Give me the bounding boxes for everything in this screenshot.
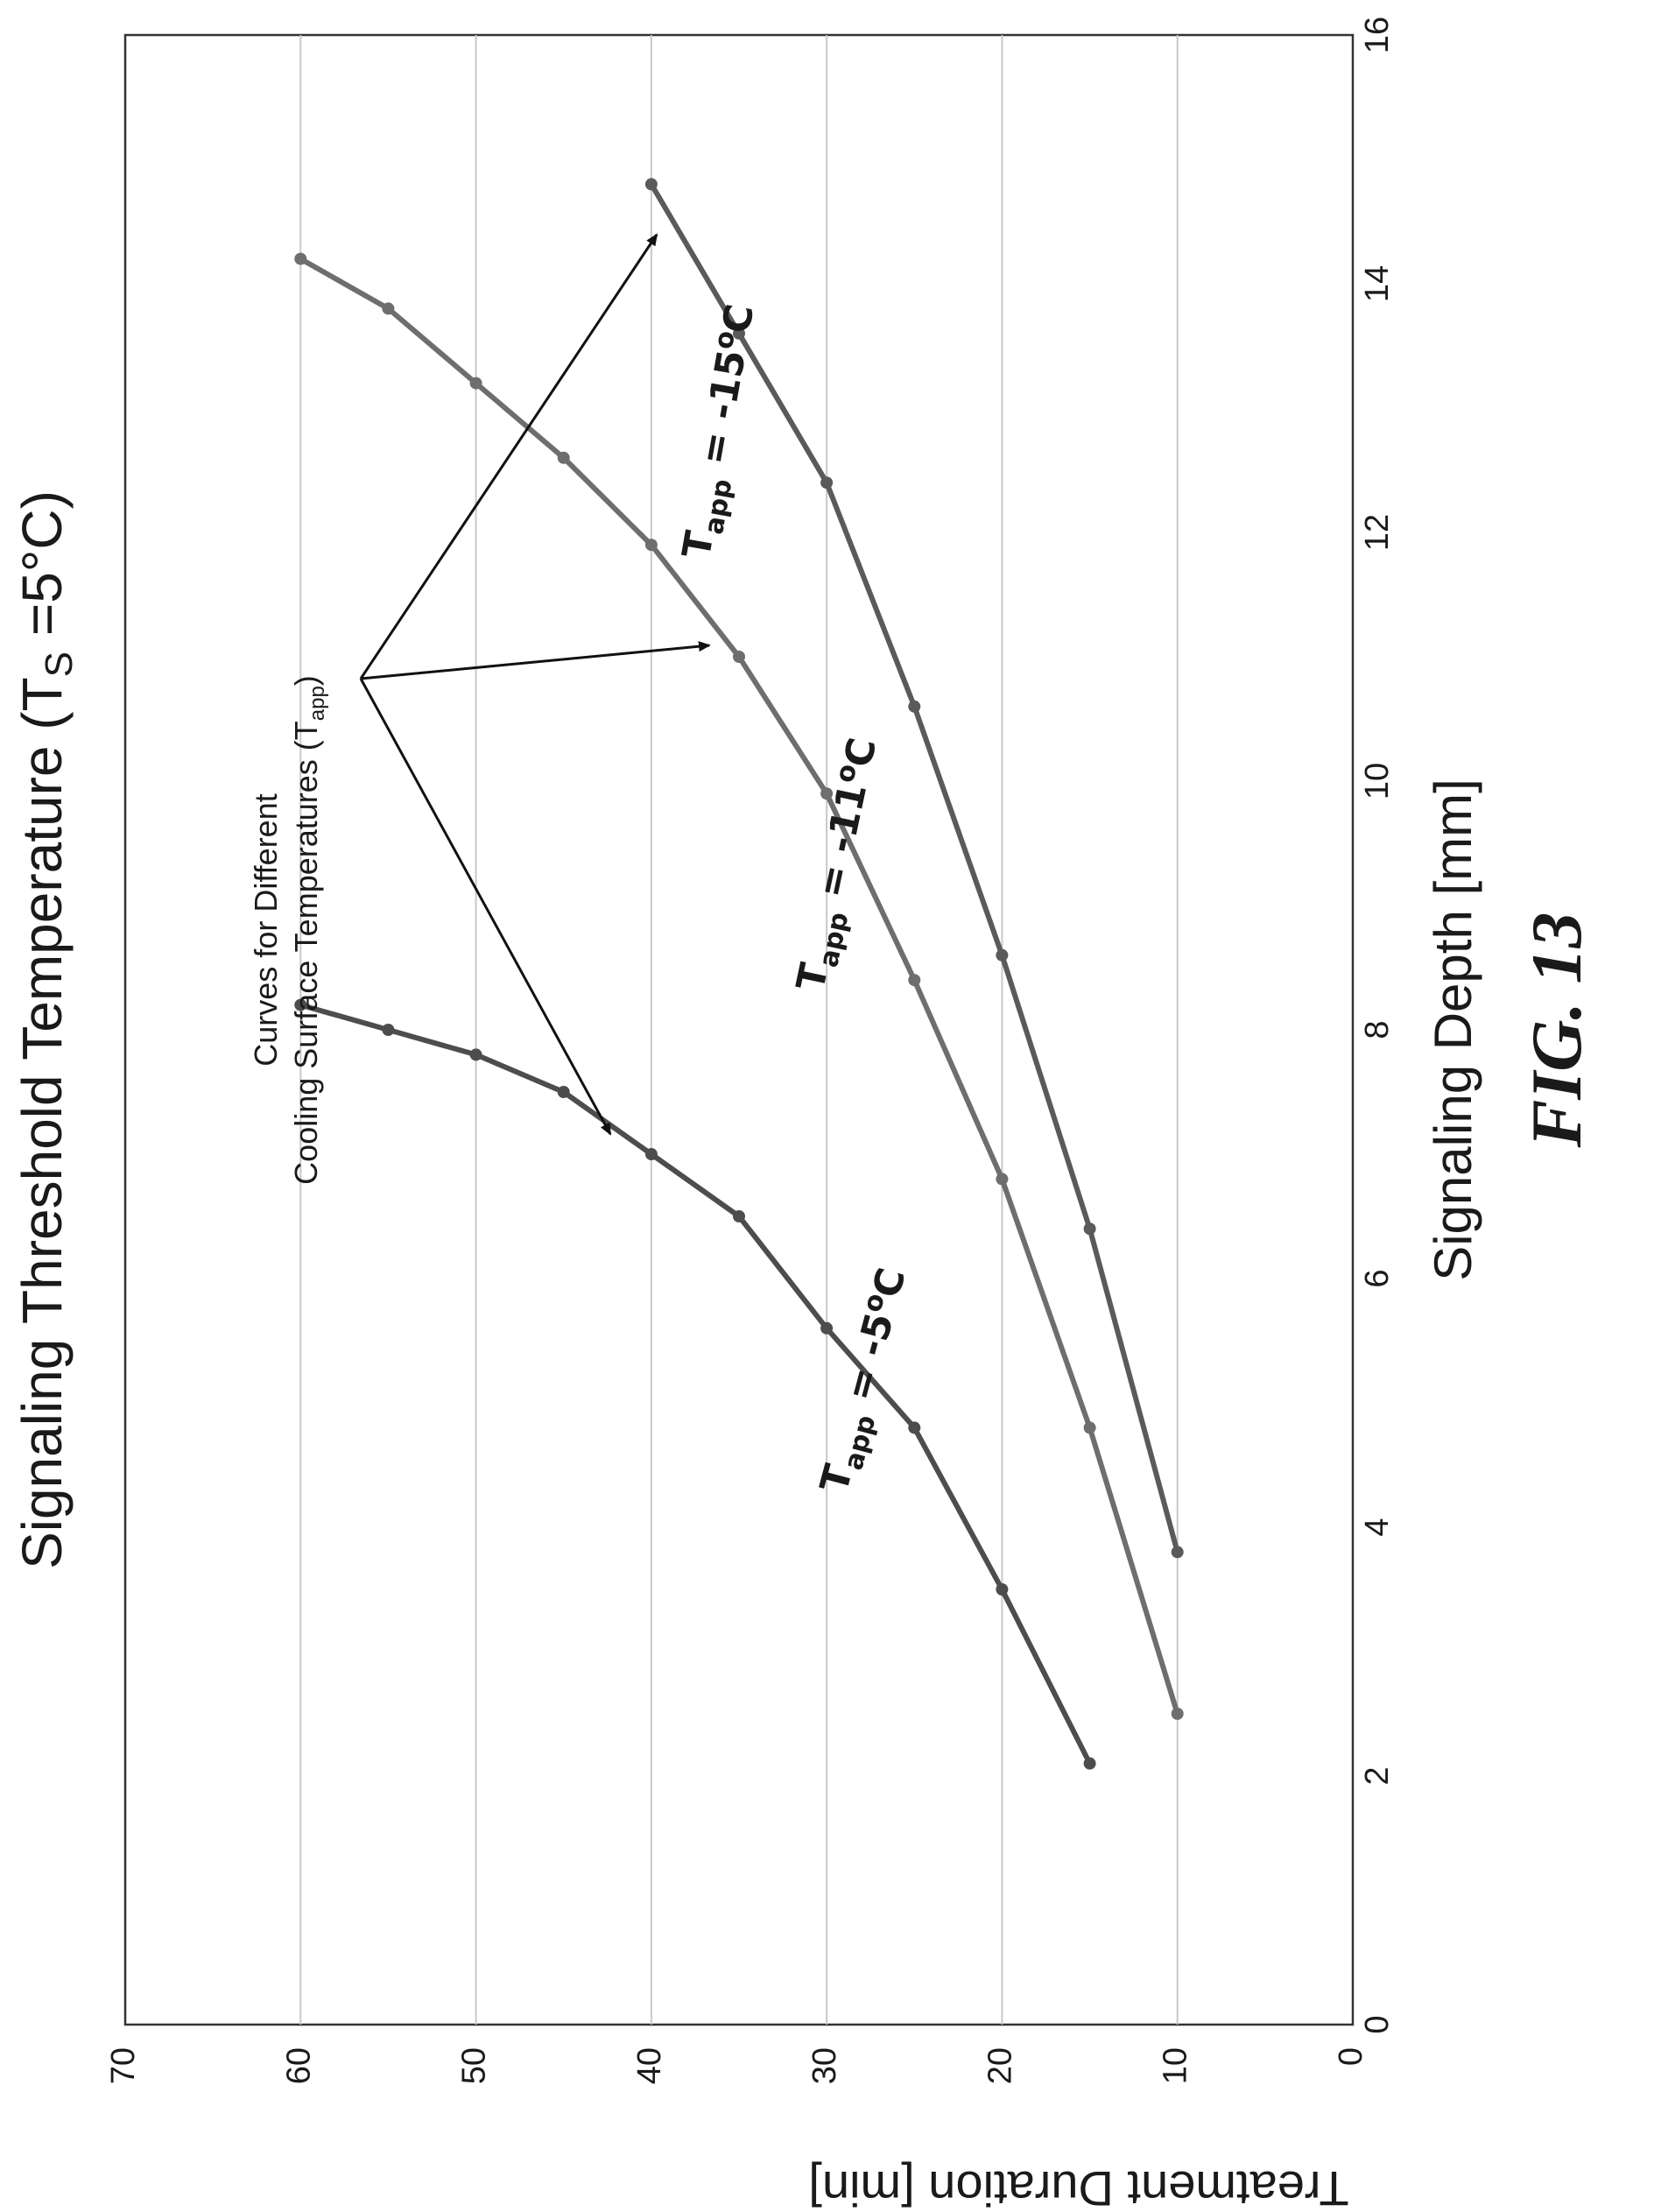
series-2-point-6 <box>644 178 658 191</box>
annotation-arrows <box>359 233 711 1136</box>
series-0-point-7 <box>469 1048 482 1061</box>
series-0-point-1 <box>996 1583 1009 1596</box>
x-tick-label-3: 6 <box>1359 1269 1396 1287</box>
series-0-point-5 <box>644 1148 658 1160</box>
y-tick-label-2: 20 <box>982 2047 1018 2084</box>
series-2-point-3 <box>908 700 921 713</box>
x-axis-label: Signaling Depth [mm] <box>1424 778 1482 1281</box>
series-1-point-5 <box>733 651 745 663</box>
x-tick-label-1: 2 <box>1359 1766 1396 1785</box>
y-tick-label-1: 10 <box>1158 2047 1194 2084</box>
series-line-0 <box>299 1002 1093 1765</box>
y-tick-label-5: 50 <box>456 2047 493 2084</box>
svg-text:Cooling Surface Temperatures (: Cooling Surface Temperatures (Tapp) <box>288 675 329 1185</box>
series-layer <box>294 178 1184 1770</box>
series-2-point-2 <box>996 948 1009 962</box>
annotation-arrow-1 <box>359 678 612 1136</box>
plot-area <box>123 33 1355 2026</box>
series-1-point-0 <box>1171 1708 1184 1720</box>
series-0-point-6 <box>557 1086 570 1098</box>
annotation-arrow-3 <box>359 233 658 680</box>
svg-text:Curves for Different: Curves for Different <box>248 793 284 1066</box>
x-tick-label-7: 14 <box>1359 265 1396 302</box>
y-tick-label-4: 40 <box>631 2047 668 2084</box>
x-tick-label-2: 4 <box>1359 1518 1396 1536</box>
x-tick-label-4: 8 <box>1359 1020 1396 1039</box>
series-0-point-8 <box>382 1024 395 1036</box>
annotation-arrow-2 <box>360 641 711 680</box>
series-0-point-9 <box>294 998 307 1011</box>
gridlines <box>299 35 1179 2025</box>
x-tick-label-8: 16 <box>1359 17 1396 53</box>
series-1-point-10 <box>294 252 307 265</box>
series-1-point-8 <box>469 377 482 390</box>
y-axis-label: Treatment Duration [min] <box>808 2161 1348 2208</box>
y-tick-label-7: 70 <box>105 2047 142 2084</box>
figure-caption: FIG. 13 <box>1517 912 1596 1149</box>
series-1-point-6 <box>644 539 658 552</box>
x-tick-label-0: 0 <box>1359 2015 1396 2033</box>
series-1-point-9 <box>382 302 395 315</box>
x-tick-label-5: 10 <box>1359 763 1396 800</box>
series-0-point-2 <box>908 1421 921 1434</box>
y-tick-label-6: 60 <box>280 2047 317 2084</box>
series-2-point-0 <box>1171 1546 1184 1559</box>
series-2-point-5 <box>733 327 745 340</box>
series-1-point-1 <box>1083 1421 1096 1434</box>
series-0-point-3 <box>820 1321 834 1335</box>
chart-title: Signaling Threshold Temperature (TS =5°C… <box>11 490 81 1569</box>
tick-labels: 0 2 4 6 8 10 12 14 16 0 10 20 30 40 50 60 70 <box>105 17 1396 2084</box>
annotation-text: Curves for Different Cooling Surface Tem… <box>248 675 329 1185</box>
y-tick-label-3: 30 <box>806 2047 843 2084</box>
series-2-point-1 <box>1083 1222 1096 1236</box>
series-0-point-4 <box>733 1210 745 1222</box>
series-1-point-2 <box>996 1173 1009 1186</box>
series-2-point-4 <box>820 476 834 490</box>
y-tick-label-0: 0 <box>1333 2047 1369 2066</box>
series-1-point-3 <box>908 974 921 987</box>
series-0-point-0 <box>1083 1757 1096 1770</box>
series-1-point-7 <box>557 451 570 464</box>
x-tick-label-6: 12 <box>1359 514 1396 551</box>
series-1-point-4 <box>820 787 834 800</box>
